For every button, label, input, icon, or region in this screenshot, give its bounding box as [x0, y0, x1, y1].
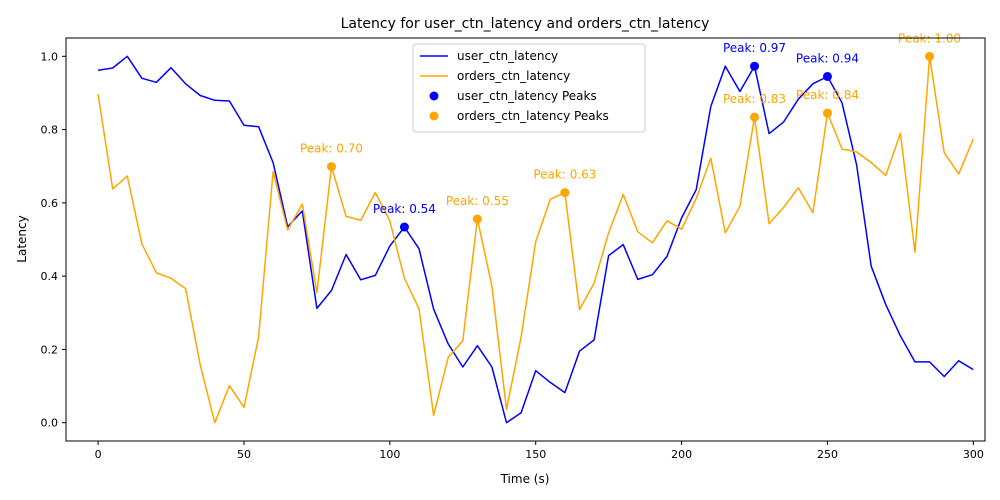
y-tick-label-0.6: 0.6: [41, 197, 59, 210]
chart-title: Latency for user_ctn_latency and orders_…: [341, 16, 710, 32]
peak-marker-orders_ctn_latency-2: [560, 188, 570, 198]
y-axis-label: Latency: [15, 215, 29, 262]
legend-label-orders_ctn_latency-peaks: orders_ctn_latency Peaks: [457, 109, 609, 123]
peak-label-orders_ctn_latency-0: Peak: 0.70: [300, 142, 363, 156]
y-tick-label-0: 0.0: [41, 417, 59, 430]
x-tick-label-200: 200: [671, 448, 692, 461]
peak-label-user_ctn_latency-0: Peak: 0.54: [373, 202, 436, 216]
x-tick-label-300: 300: [963, 448, 984, 461]
x-tick-label-250: 250: [817, 448, 838, 461]
legend-label-orders_ctn_latency: orders_ctn_latency: [457, 69, 570, 83]
legend-swatch-user_ctn_latency-peaks: [429, 91, 439, 101]
axes-frame: [65, 37, 986, 442]
peak-label-orders_ctn_latency-2: Peak: 0.63: [533, 168, 596, 182]
y-tick-label-1: 1.0: [41, 50, 59, 63]
peak-marker-user_ctn_latency-1: [750, 61, 760, 71]
peak-label-orders_ctn_latency-1: Peak: 0.55: [446, 194, 509, 208]
peak-marker-orders_ctn_latency-0: [326, 162, 336, 172]
legend: user_ctn_latency orders_ctn_latency user_c…: [412, 43, 646, 133]
peak-label-orders_ctn_latency-3: Peak: 0.83: [723, 92, 786, 106]
x-tick-label-150: 150: [525, 448, 546, 461]
x-tick-label-0: 0: [95, 448, 102, 461]
peak-marker-orders_ctn_latency-1: [472, 214, 482, 224]
peak-marker-user_ctn_latency-0: [399, 222, 409, 232]
x-tick-label-50: 50: [237, 448, 251, 461]
peak-marker-user_ctn_latency-2: [822, 71, 832, 81]
y-tick-label-0.4: 0.4: [41, 270, 59, 283]
peak-marker-orders_ctn_latency-4: [822, 108, 832, 118]
peak-marker-orders_ctn_latency-5: [925, 51, 935, 61]
plot-area: Peak: 0.54 Peak: 0.97 Peak: 0.94 Peak: 0.70…: [41, 31, 986, 461]
peak-label-user_ctn_latency-2: Peak: 0.94: [796, 51, 859, 65]
y-tick-label-0.2: 0.2: [41, 343, 59, 356]
legend-swatch-orders_ctn_latency-peaks: [429, 111, 439, 121]
legend-label-user_ctn_latency-peaks: user_ctn_latency Peaks: [457, 89, 597, 103]
y-tick-label-0.8: 0.8: [41, 124, 59, 137]
legend-label-user_ctn_latency: user_ctn_latency: [457, 49, 558, 63]
legend-box: [412, 43, 646, 133]
peak-label-orders_ctn_latency-4: Peak: 0.84: [796, 88, 859, 102]
x-axis-label: Time (s): [500, 472, 550, 486]
peak-label-user_ctn_latency-1: Peak: 0.97: [723, 41, 786, 55]
peak-marker-orders_ctn_latency-3: [750, 112, 760, 122]
x-tick-label-100: 100: [379, 448, 400, 461]
